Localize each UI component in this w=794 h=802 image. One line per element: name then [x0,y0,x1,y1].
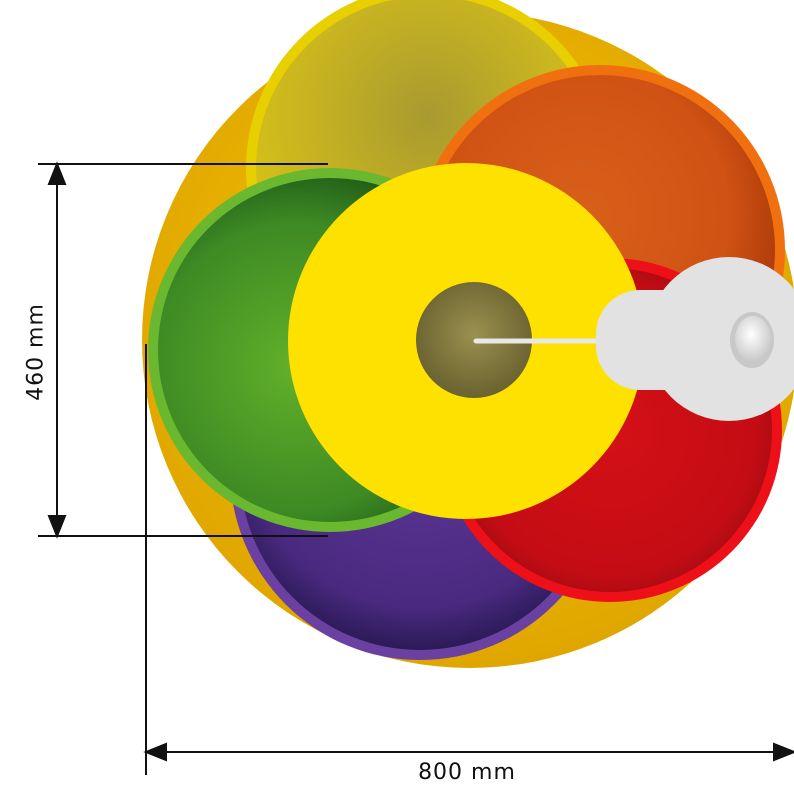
height-label: 460 mm [23,303,49,401]
width-label: 800 mm [418,760,516,785]
width-dimension [143,344,794,775]
height-dimension [38,161,328,539]
white-handle [596,257,794,421]
